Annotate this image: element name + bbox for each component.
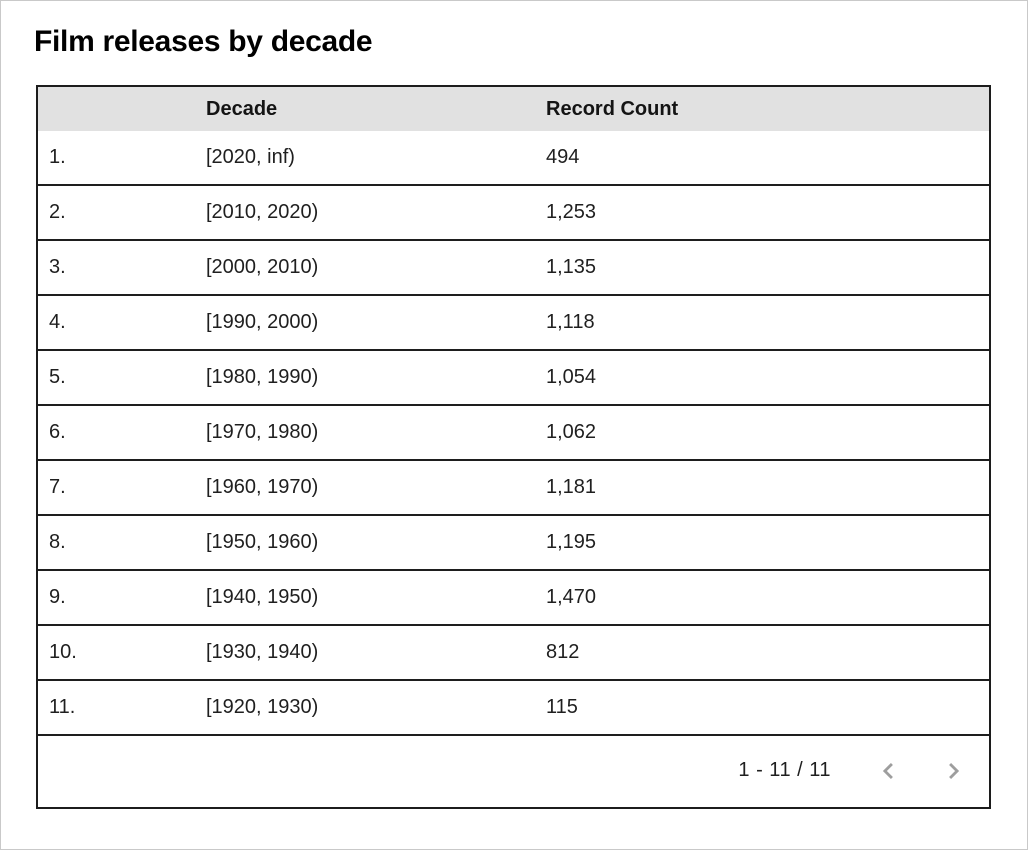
decade-cell: [1970, 1980) xyxy=(206,421,319,443)
data-table: Decade Record Count 1. [2020, inf) 494 2… xyxy=(36,85,991,809)
row-number: 10. xyxy=(49,641,77,663)
count-cell: 1,062 xyxy=(546,421,597,443)
decade-cell: [1930, 1940) xyxy=(206,641,319,663)
table-row: 6. [1970, 1980) 1,062 xyxy=(38,406,989,461)
table-footer: 1 - 11 / 11 xyxy=(38,736,989,805)
row-number: 11. xyxy=(49,696,76,718)
decade-cell: [1920, 1930) xyxy=(206,696,319,718)
decade-cell: [2000, 2010) xyxy=(206,256,319,278)
table-row: 3. [2000, 2010) 1,135 xyxy=(38,241,989,296)
decade-cell: [1950, 1960) xyxy=(206,531,319,553)
count-cell: 1,118 xyxy=(546,311,595,333)
count-cell: 812 xyxy=(546,641,580,663)
table-row: 5. [1980, 1990) 1,054 xyxy=(38,351,989,406)
table-row: 1. [2020, inf) 494 xyxy=(38,131,989,186)
decade-cell: [1980, 1990) xyxy=(206,366,319,388)
decade-cell: [2010, 2020) xyxy=(206,201,319,223)
count-cell: 494 xyxy=(546,146,580,168)
decade-cell: [1960, 1970) xyxy=(206,476,319,498)
row-number: 2. xyxy=(49,201,66,223)
row-number: 4. xyxy=(49,311,66,333)
table-row: 10. [1930, 1940) 812 xyxy=(38,626,989,681)
row-number: 9. xyxy=(49,586,66,608)
table-row: 7. [1960, 1970) 1,181 xyxy=(38,461,989,516)
table-row: 11. [1920, 1930) 115 xyxy=(38,681,989,736)
row-number: 6. xyxy=(49,421,66,443)
row-number: 7. xyxy=(49,476,66,498)
row-number: 1. xyxy=(49,146,66,168)
table-row: 2. [2010, 2020) 1,253 xyxy=(38,186,989,241)
table-row: 8. [1950, 1960) 1,195 xyxy=(38,516,989,571)
row-number: 3. xyxy=(49,256,66,278)
table-row: 9. [1940, 1950) 1,470 xyxy=(38,571,989,626)
column-header-record-count[interactable]: Record Count xyxy=(546,97,679,120)
column-header-decade[interactable]: Decade xyxy=(206,97,278,120)
count-cell: 1,195 xyxy=(546,531,597,553)
count-cell: 1,054 xyxy=(546,366,597,388)
chevron-left-icon xyxy=(876,758,902,784)
table-row: 4. [1990, 2000) 1,118 xyxy=(38,296,989,351)
next-page-button[interactable] xyxy=(939,757,967,785)
row-number: 5. xyxy=(49,366,66,388)
count-cell: 1,470 xyxy=(546,586,597,608)
row-number: 8. xyxy=(49,531,66,553)
decade-cell: [2020, inf) xyxy=(206,146,295,168)
chevron-right-icon xyxy=(940,758,966,784)
previous-page-button[interactable] xyxy=(875,757,903,785)
count-cell: 115 xyxy=(546,696,578,718)
chart-title: Film releases by decade xyxy=(34,25,373,58)
count-cell: 1,135 xyxy=(546,256,597,278)
pagination-range: 1 - 11 / 11 xyxy=(738,759,831,781)
decade-cell: [1940, 1950) xyxy=(206,586,319,608)
count-cell: 1,181 xyxy=(546,476,597,498)
decade-cell: [1990, 2000) xyxy=(206,311,319,333)
table-header-row: Decade Record Count xyxy=(38,87,989,131)
count-cell: 1,253 xyxy=(546,201,597,223)
